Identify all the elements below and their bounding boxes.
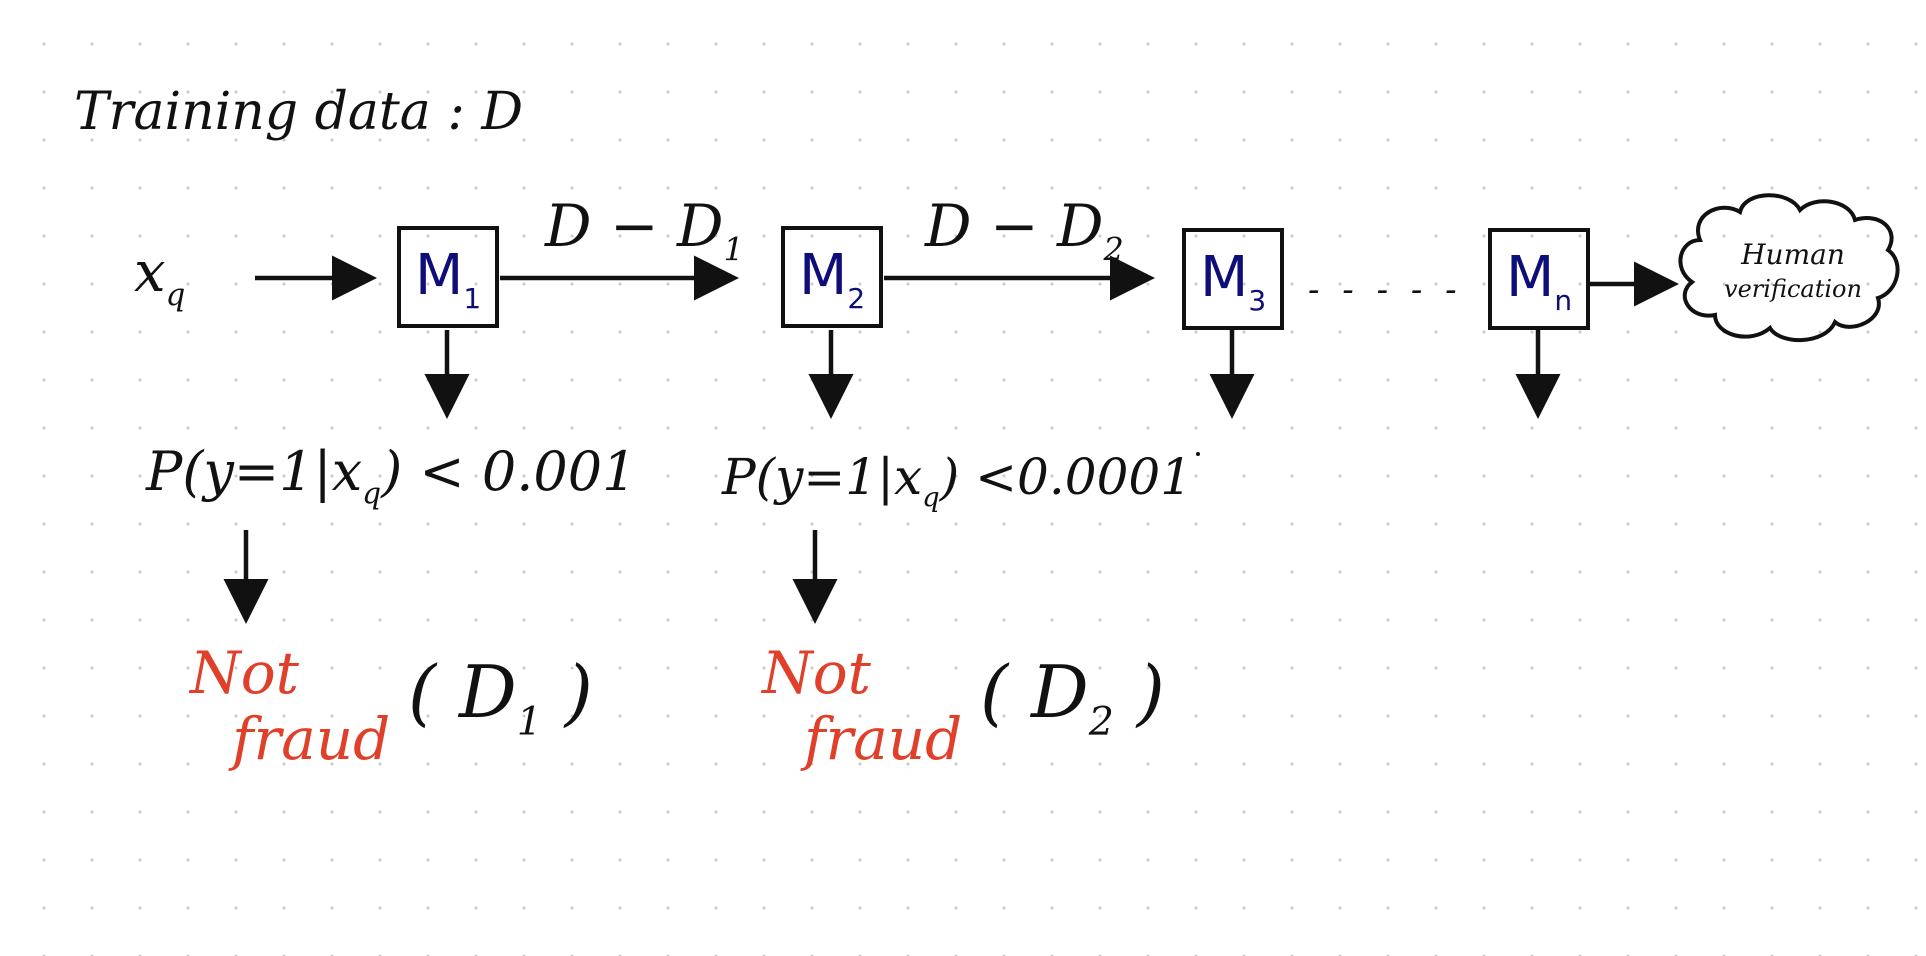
outcome-1-line1: Not: [190, 639, 299, 707]
input-var: x: [134, 240, 166, 305]
model-box-n: [1488, 228, 1590, 330]
ellipsis: - - - - -: [1308, 270, 1463, 310]
human-verification-line2: verification: [1724, 275, 1862, 303]
model-box-1: [397, 226, 499, 328]
input-query-label: xq: [134, 240, 185, 313]
model-label-1: M1: [415, 243, 482, 315]
human-verification-label: Human verification: [1718, 238, 1868, 306]
condition-2: P(y=1|xq) <0.0001: [722, 448, 1193, 514]
outcome-2-line2: fraud: [804, 705, 963, 773]
model-label-3: M3: [1200, 245, 1267, 317]
outcome-set-1: ( D1 ): [408, 650, 593, 745]
input-sub: q: [165, 276, 186, 313]
human-verification-cloud: [1678, 193, 1900, 342]
stray-dot: [1196, 452, 1200, 456]
edge-label-2: D − D2: [925, 192, 1124, 269]
edge-label-1: D − D1: [545, 192, 744, 269]
human-verification-line1: Human: [1741, 238, 1845, 271]
outcome-1-line2: fraud: [232, 705, 391, 773]
outcome-label-1: Not fraud: [190, 640, 390, 772]
outcome-set-2: ( D2 ): [980, 650, 1165, 745]
condition-1: P(y=1|xq) < 0.001: [146, 440, 637, 512]
outcome-2-line1: Not: [762, 639, 871, 707]
model-box-2: [781, 226, 883, 328]
outcome-label-2: Not fraud: [762, 640, 962, 772]
model-label-2: M2: [799, 243, 866, 315]
model-label-n: Mn: [1506, 245, 1573, 317]
model-box-3: [1182, 228, 1284, 330]
training-data-title: Training data : D: [74, 82, 524, 142]
